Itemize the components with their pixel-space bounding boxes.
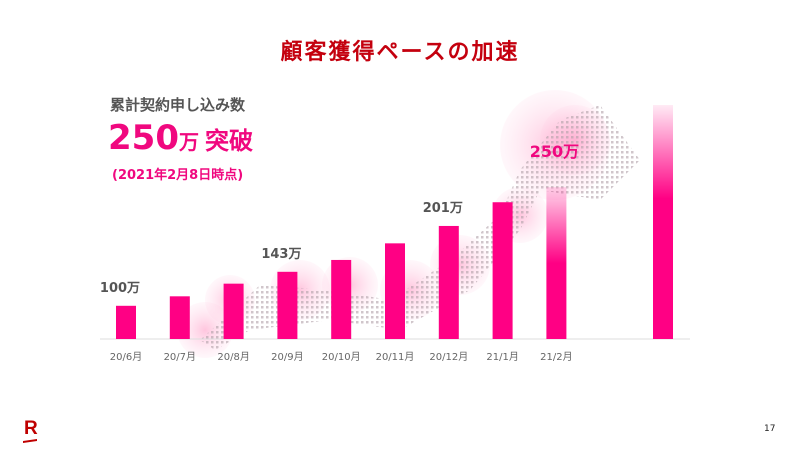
data-label: 250万	[530, 142, 579, 161]
bar-20/8月	[223, 283, 244, 339]
bar-20/6月	[116, 305, 136, 339]
data-label: 201万	[423, 201, 463, 216]
decorative-tall-bar	[653, 105, 673, 339]
data-label: 143万	[261, 247, 301, 262]
x-tick-label: 20/8月	[217, 351, 249, 363]
headline-number: 250	[108, 118, 179, 158]
bar-21/1月	[492, 202, 513, 339]
data-label: 100万	[100, 281, 140, 296]
headline-suffix: 突破	[204, 127, 253, 155]
rakuten-logo: R	[24, 418, 38, 439]
bar-21/2月	[546, 187, 567, 339]
slide-title: 顧客獲得ペースの加速	[280, 40, 520, 65]
x-tick-label: 21/2月	[540, 351, 572, 363]
bar-20/9月	[277, 271, 298, 339]
bar-20/11月	[385, 243, 405, 339]
headline-unit: 万	[178, 130, 199, 154]
x-tick-label: 20/11月	[376, 351, 415, 363]
page-number: 17	[764, 424, 776, 434]
as-of-date: (2021年2月8日時点)	[112, 168, 244, 183]
x-tick-label: 20/12月	[429, 351, 468, 363]
bar-20/12月	[438, 225, 459, 339]
japan-map-decoration	[177, 90, 640, 358]
x-tick-label: 20/10月	[322, 351, 361, 363]
x-tick-label: 20/7月	[164, 351, 196, 363]
x-tick-label: 21/1月	[486, 351, 518, 363]
bar-20/7月	[169, 296, 190, 339]
x-tick-label: 20/6月	[110, 351, 142, 363]
headline-value: 250万 突破	[108, 118, 253, 158]
dot-map	[200, 105, 640, 350]
headline-label: 累計契約申し込み数	[110, 96, 246, 114]
x-tick-label: 20/9月	[271, 351, 303, 363]
bar-20/10月	[331, 259, 352, 339]
